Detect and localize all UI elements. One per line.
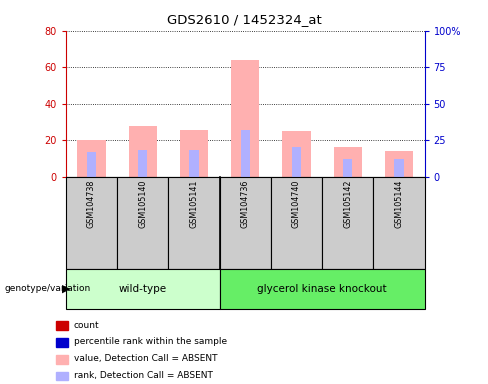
Text: GSM105144: GSM105144 [394, 179, 404, 228]
Text: rank, Detection Call = ABSENT: rank, Detection Call = ABSENT [74, 371, 213, 380]
Bar [56, 372, 68, 380]
Text: GSM104740: GSM104740 [292, 179, 301, 228]
Bar [129, 126, 157, 177]
Text: ▶: ▶ [62, 284, 70, 294]
Bar [231, 60, 259, 177]
Bar [56, 355, 68, 364]
Bar [138, 150, 147, 177]
Bar [180, 130, 208, 177]
Bar [189, 150, 199, 177]
Bar [220, 177, 271, 269]
Text: GSM105141: GSM105141 [189, 179, 199, 228]
Text: glycerol kinase knockout: glycerol kinase knockout [257, 284, 387, 294]
Text: GSM104738: GSM104738 [87, 179, 96, 228]
Bar [241, 130, 250, 177]
Bar [373, 177, 425, 269]
Bar [117, 177, 168, 269]
Bar [394, 159, 404, 177]
Bar [168, 177, 220, 269]
Text: count: count [74, 321, 100, 330]
Bar [385, 151, 413, 177]
Text: GSM104736: GSM104736 [241, 179, 250, 228]
Bar [283, 131, 310, 177]
Text: GSM105140: GSM105140 [138, 179, 147, 228]
Bar [343, 159, 352, 177]
Bar [66, 177, 117, 269]
Bar [56, 321, 68, 330]
Bar [334, 147, 362, 177]
Bar [66, 269, 220, 309]
Text: genotype/variation: genotype/variation [5, 285, 91, 293]
Bar [322, 177, 373, 269]
Bar [78, 140, 105, 177]
Bar [56, 338, 68, 347]
Bar [87, 152, 96, 177]
Text: wild-type: wild-type [119, 284, 167, 294]
Text: GDS2610 / 1452324_at: GDS2610 / 1452324_at [166, 13, 322, 26]
Bar [220, 269, 425, 309]
Text: GSM105142: GSM105142 [343, 179, 352, 228]
Text: value, Detection Call = ABSENT: value, Detection Call = ABSENT [74, 354, 217, 363]
Bar [271, 177, 322, 269]
Text: percentile rank within the sample: percentile rank within the sample [74, 338, 227, 346]
Bar [292, 147, 301, 177]
